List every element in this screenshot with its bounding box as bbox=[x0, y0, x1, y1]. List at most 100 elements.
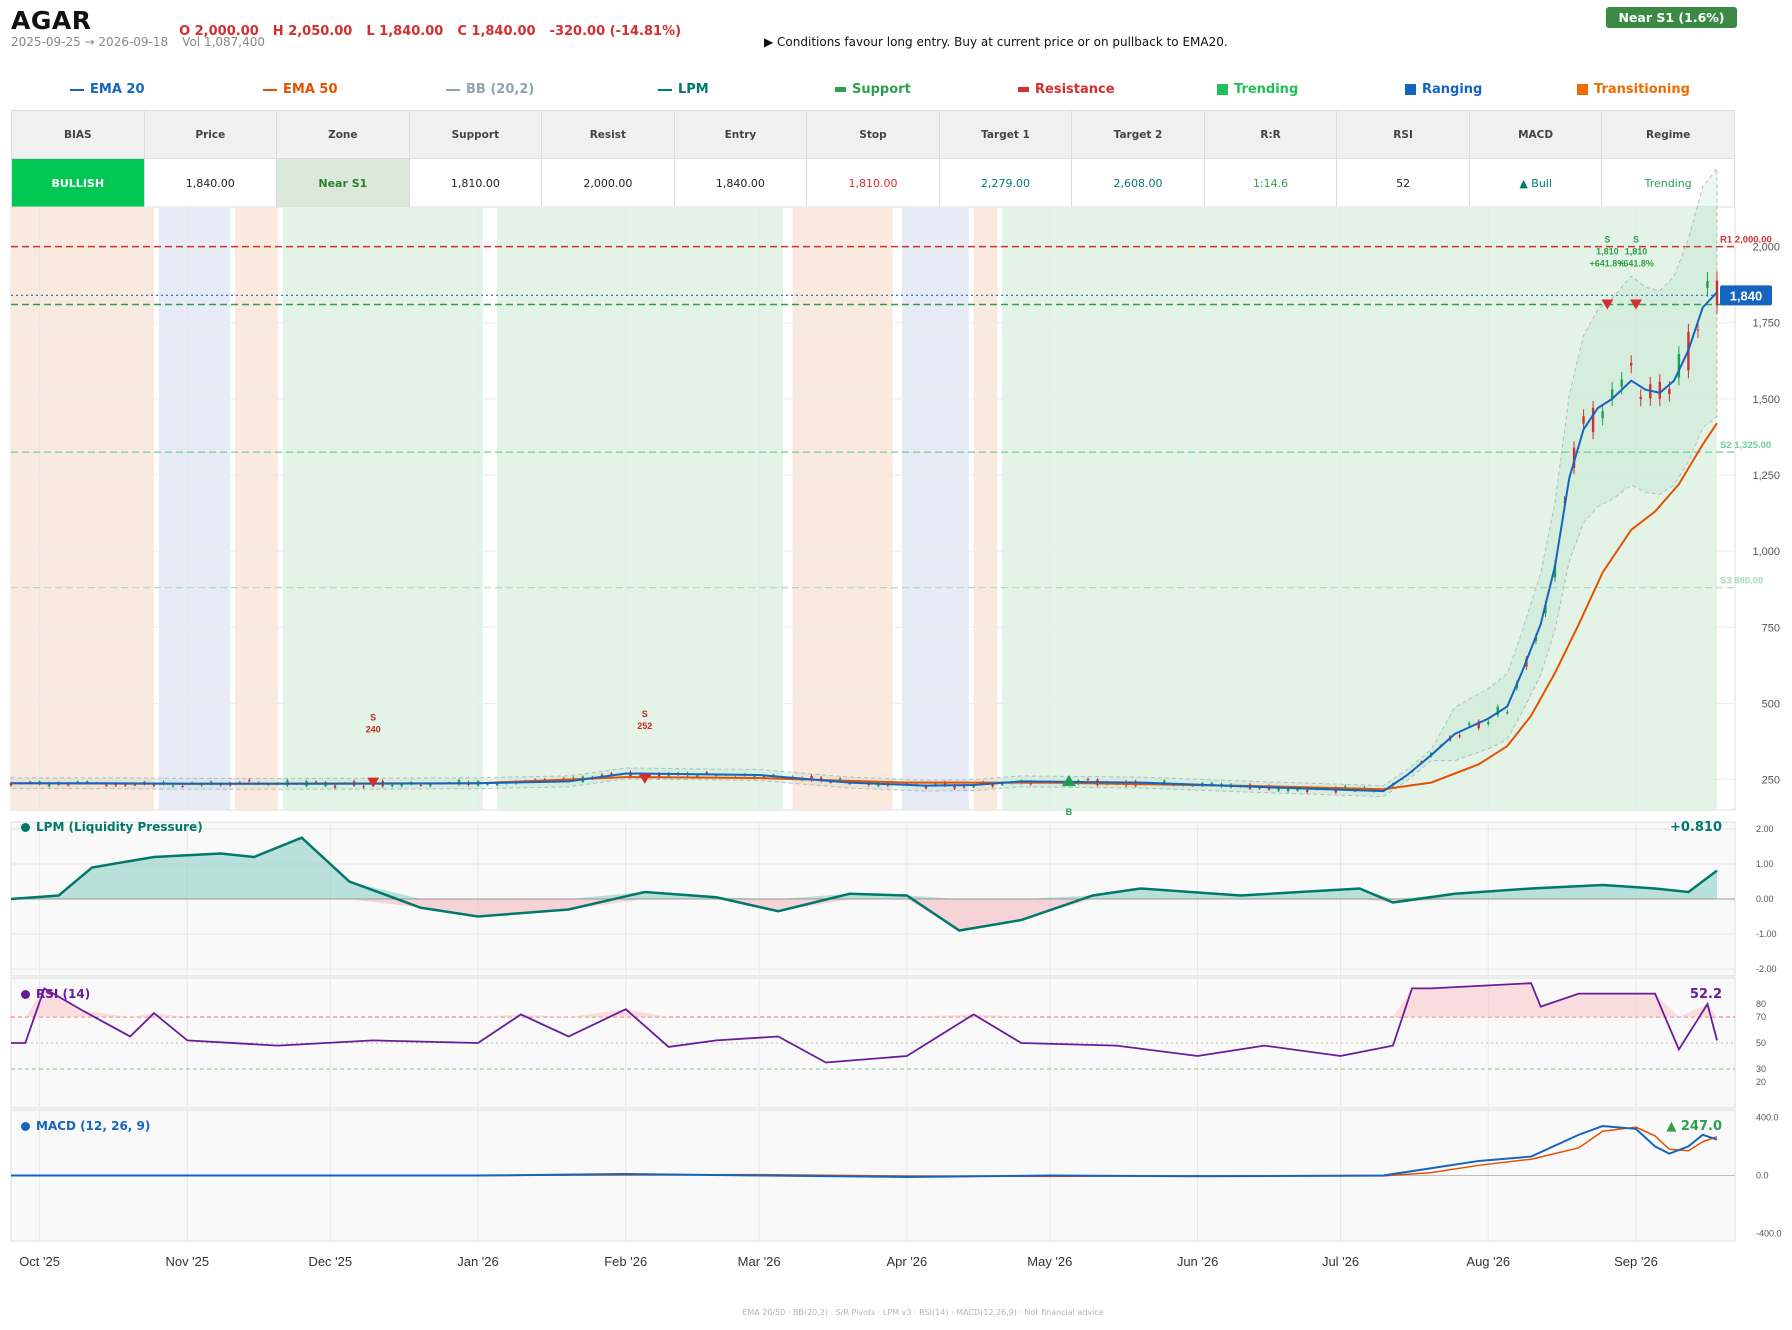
high-value: H 2,050.00 bbox=[272, 24, 353, 39]
regime-band bbox=[792, 207, 893, 810]
legend-swatch-icon bbox=[1018, 87, 1029, 92]
lpm-tick-label: -2.00 bbox=[1756, 964, 1777, 974]
buy-marker-icon bbox=[1061, 775, 1076, 787]
x-tick-label: Apr '26 bbox=[886, 1254, 927, 1269]
candle-body bbox=[1487, 722, 1490, 724]
x-tick-label: Dec '25 bbox=[308, 1254, 352, 1269]
candle-body bbox=[1000, 782, 1004, 785]
price-tick-label: 1,500 bbox=[1752, 394, 1780, 406]
signal-message: ▶ Conditions favour long entry. Buy at c… bbox=[764, 35, 1228, 49]
candle-body bbox=[1258, 787, 1261, 789]
rsi-tick-label: 30 bbox=[1756, 1064, 1766, 1074]
lpm-dot-icon bbox=[21, 823, 30, 832]
regime-band bbox=[973, 207, 998, 810]
candle-body bbox=[248, 780, 251, 782]
marker-gain: +641.8% bbox=[1590, 258, 1626, 268]
candle-body bbox=[391, 784, 394, 787]
candle-body bbox=[753, 775, 756, 779]
x-tick-label: Jan '26 bbox=[457, 1254, 499, 1269]
rsi-line bbox=[11, 982, 1718, 1064]
level-label: S2 1,325.00 bbox=[1720, 440, 1771, 451]
macd-tick-label: 400.0 bbox=[1756, 1112, 1779, 1122]
macd-dot-icon bbox=[21, 1122, 30, 1131]
marker-value: 252 bbox=[637, 721, 652, 731]
candle-body bbox=[429, 784, 432, 787]
candle-body bbox=[1553, 564, 1557, 578]
close-value: C 1,840.00 bbox=[457, 24, 536, 39]
candle-body bbox=[600, 774, 604, 777]
x-tick-label: Mar '26 bbox=[738, 1254, 781, 1269]
open-value: O 2,000.00 bbox=[179, 24, 259, 39]
candle-body bbox=[953, 785, 956, 789]
candle-body bbox=[1696, 329, 1700, 331]
bollinger-band bbox=[10, 166, 1718, 798]
x-tick-label: Feb '26 bbox=[604, 1254, 647, 1269]
lpm-line bbox=[10, 836, 1718, 932]
marker-value: 1,810 bbox=[1625, 246, 1648, 256]
legend-item: Trending bbox=[1217, 82, 1298, 97]
candle-body bbox=[1620, 379, 1623, 387]
summary-header-cell: R:R bbox=[1203, 110, 1338, 159]
x-tick-label: May '26 bbox=[1027, 1254, 1072, 1269]
legend-swatch-icon bbox=[70, 88, 84, 91]
lpm-value: +0.810 bbox=[1669, 820, 1722, 835]
candle-body bbox=[1630, 362, 1633, 366]
summary-header-cell: BIAS bbox=[11, 110, 145, 159]
legend-label: Transitioning bbox=[1594, 82, 1690, 97]
candle-body bbox=[1658, 381, 1662, 399]
candle-body bbox=[1086, 779, 1090, 781]
rsi-dot-icon bbox=[21, 990, 30, 999]
summary-value-cell: 2,608.00 bbox=[1071, 158, 1205, 208]
summary-value-cell: 1,840.00 bbox=[673, 158, 808, 208]
macd-panel-title: MACD (12, 26, 9) bbox=[21, 1119, 150, 1133]
price-tick-label: 500 bbox=[1762, 698, 1780, 710]
candle-body bbox=[1477, 721, 1480, 729]
summary-header-cell: RSI bbox=[1336, 110, 1470, 159]
summary-header-cell: Stop bbox=[806, 110, 940, 159]
summary-header-cell: Target 1 bbox=[938, 110, 1073, 159]
legend-label: LPM bbox=[678, 82, 709, 97]
legend-label: Support bbox=[852, 82, 911, 97]
price-tick-label: 1,750 bbox=[1752, 318, 1780, 330]
macd-title-text: MACD (12, 26, 9) bbox=[36, 1119, 151, 1133]
price-tick-label: 1,250 bbox=[1752, 470, 1780, 482]
rsi-tick-label: 20 bbox=[1756, 1077, 1766, 1087]
candle-body bbox=[1277, 787, 1280, 791]
candle-body bbox=[238, 782, 241, 784]
candle-body bbox=[486, 784, 489, 786]
marker-label: S bbox=[642, 709, 648, 719]
macd-line bbox=[11, 1124, 1718, 1178]
date-range-text: 2025-09-25 → 2026-09-18 bbox=[11, 35, 169, 49]
lpm-tick-label: 0.00 bbox=[1756, 894, 1774, 904]
marker-label: S bbox=[1633, 234, 1639, 244]
candle-body bbox=[610, 773, 613, 775]
candle-body bbox=[991, 783, 994, 787]
candle-body bbox=[1305, 789, 1309, 792]
rsi-panel-title: RSI (14) bbox=[21, 987, 90, 1001]
summary-header-cell: Resist bbox=[541, 110, 675, 159]
legend-item: EMA 20 bbox=[70, 82, 145, 97]
legend-swatch-icon bbox=[835, 87, 846, 92]
candle-body bbox=[362, 786, 365, 788]
rsi-title-text: RSI (14) bbox=[36, 987, 91, 1001]
legend-item: EMA 50 bbox=[263, 82, 338, 97]
marker-label: B bbox=[1066, 807, 1073, 817]
change-value: -320.00 (-14.81%) bbox=[549, 24, 682, 39]
candle-body bbox=[152, 783, 156, 786]
lpm-panel-title: LPM (Liquidity Pressure) bbox=[21, 820, 203, 834]
ticker-symbol: AGAR bbox=[11, 6, 92, 35]
legend-swatch-icon bbox=[1405, 84, 1416, 95]
regime-band bbox=[234, 207, 278, 810]
summary-value-cell: 1:14.6 bbox=[1203, 158, 1338, 208]
volume-text: Vol 1,087,400 bbox=[182, 35, 266, 49]
candle-body bbox=[105, 784, 108, 786]
chart-legend: EMA 20 EMA 50 BB (20,2) LPM Support Resistanc… bbox=[60, 82, 1740, 98]
summary-header-cell: Target 2 bbox=[1071, 110, 1205, 159]
date-range: 2025-09-25 → 2026-09-18 Vol 1,087,400 bbox=[11, 35, 279, 49]
legend-item: Resistance bbox=[1018, 82, 1115, 97]
marker-gain: +641.8% bbox=[1618, 258, 1654, 268]
macd-tick-label: 0.0 bbox=[1756, 1171, 1769, 1181]
candle-body bbox=[638, 775, 642, 777]
zone-badge: Near S1 (1.6%) bbox=[1606, 7, 1737, 28]
